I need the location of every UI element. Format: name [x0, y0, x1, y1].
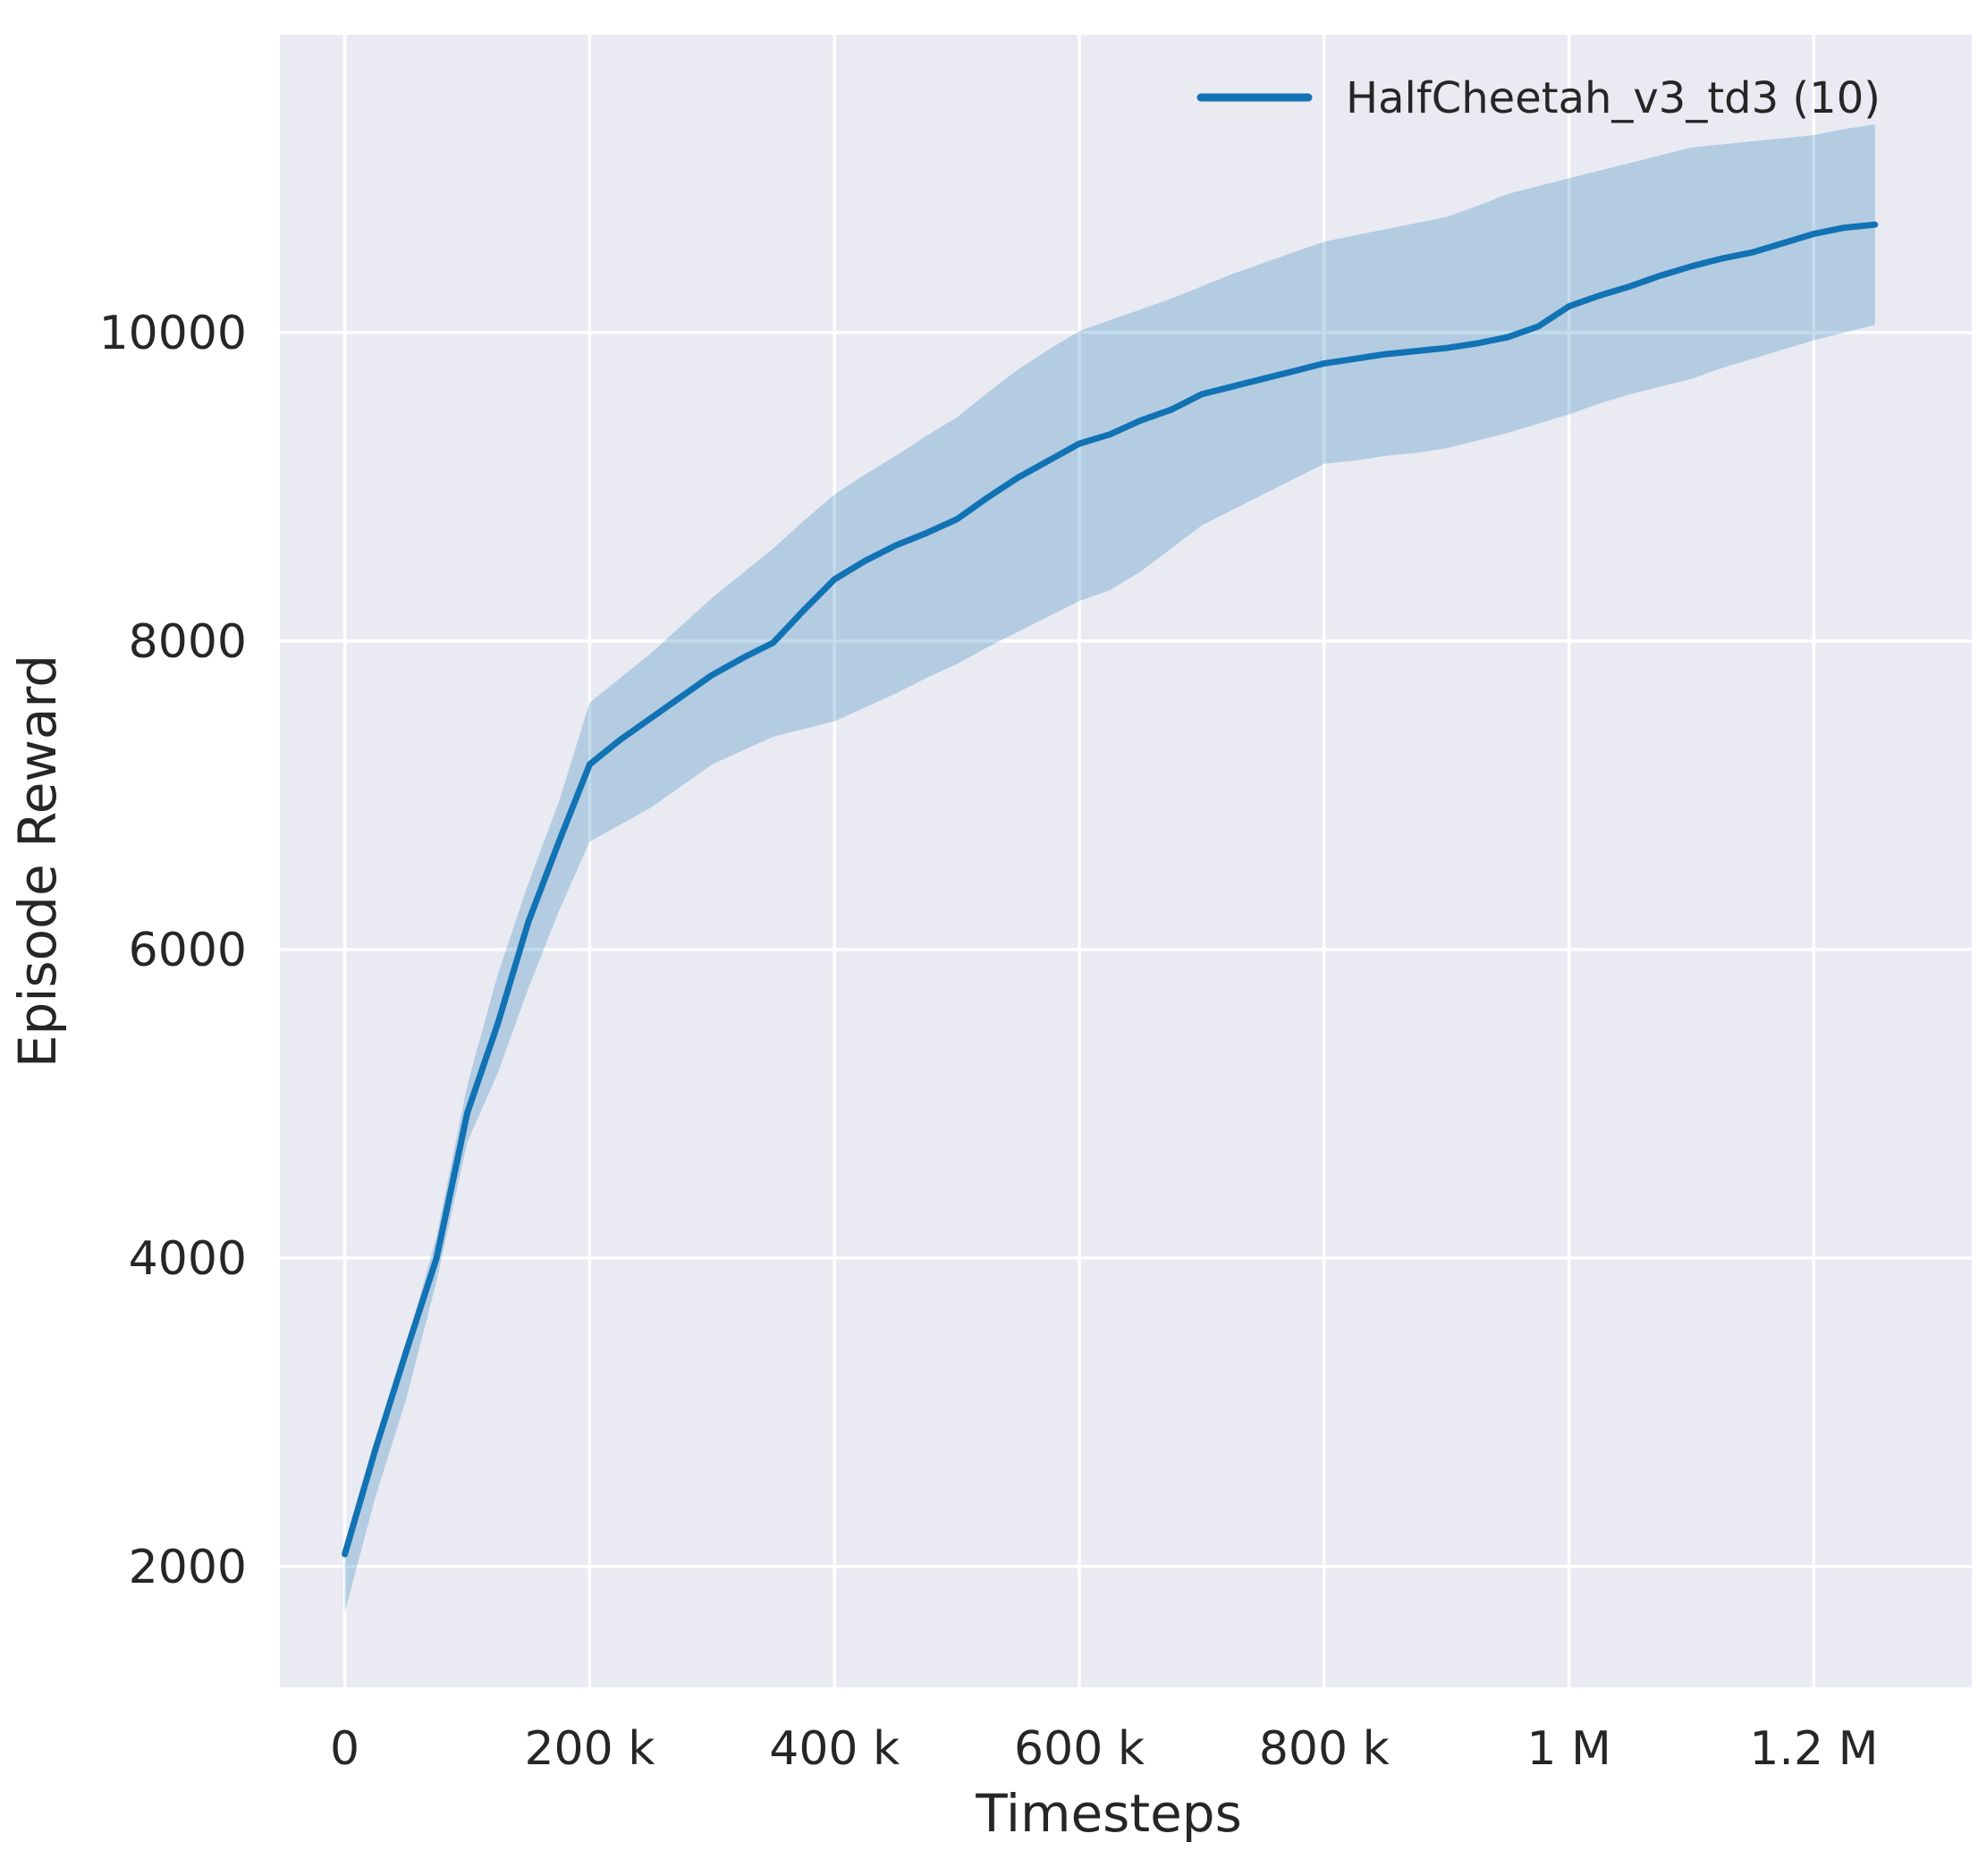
x-axis-label: Timesteps	[975, 1783, 1242, 1844]
x-tick-label: 0	[330, 1722, 359, 1776]
x-tick-labels: 0 200 k 400 k 600 k 800 k 1 M 1.2 M	[330, 1722, 1878, 1776]
y-axis-label: Episode Reward	[7, 655, 68, 1068]
x-tick-label: 800 k	[1259, 1722, 1390, 1776]
y-tick-label: 6000	[129, 924, 247, 977]
plot-area	[280, 35, 1972, 1687]
x-tick-label: 1 M	[1526, 1722, 1610, 1776]
mean-line	[342, 221, 1879, 1558]
y-tick-label: 8000	[129, 615, 247, 669]
y-tick-labels: 2000 4000 6000 8000 10000	[99, 307, 247, 1594]
legend: HalfCheetah_v3_td3 (10)	[1196, 73, 1881, 123]
y-tick-label: 4000	[129, 1232, 247, 1286]
confidence-band	[344, 124, 1875, 1612]
x-tick-label: 1.2 M	[1749, 1722, 1878, 1776]
x-tick-label: 400 k	[769, 1722, 900, 1776]
y-tick-label: 2000	[129, 1541, 247, 1594]
y-tick-label: 10000	[99, 307, 247, 360]
legend-entry-label: HalfCheetah_v3_td3 (10)	[1346, 73, 1881, 123]
y-gridlines	[280, 331, 1972, 1568]
x-tick-label: 600 k	[1014, 1722, 1145, 1776]
x-gridlines	[342, 35, 1816, 1687]
x-tick-label: 200 k	[524, 1722, 655, 1776]
